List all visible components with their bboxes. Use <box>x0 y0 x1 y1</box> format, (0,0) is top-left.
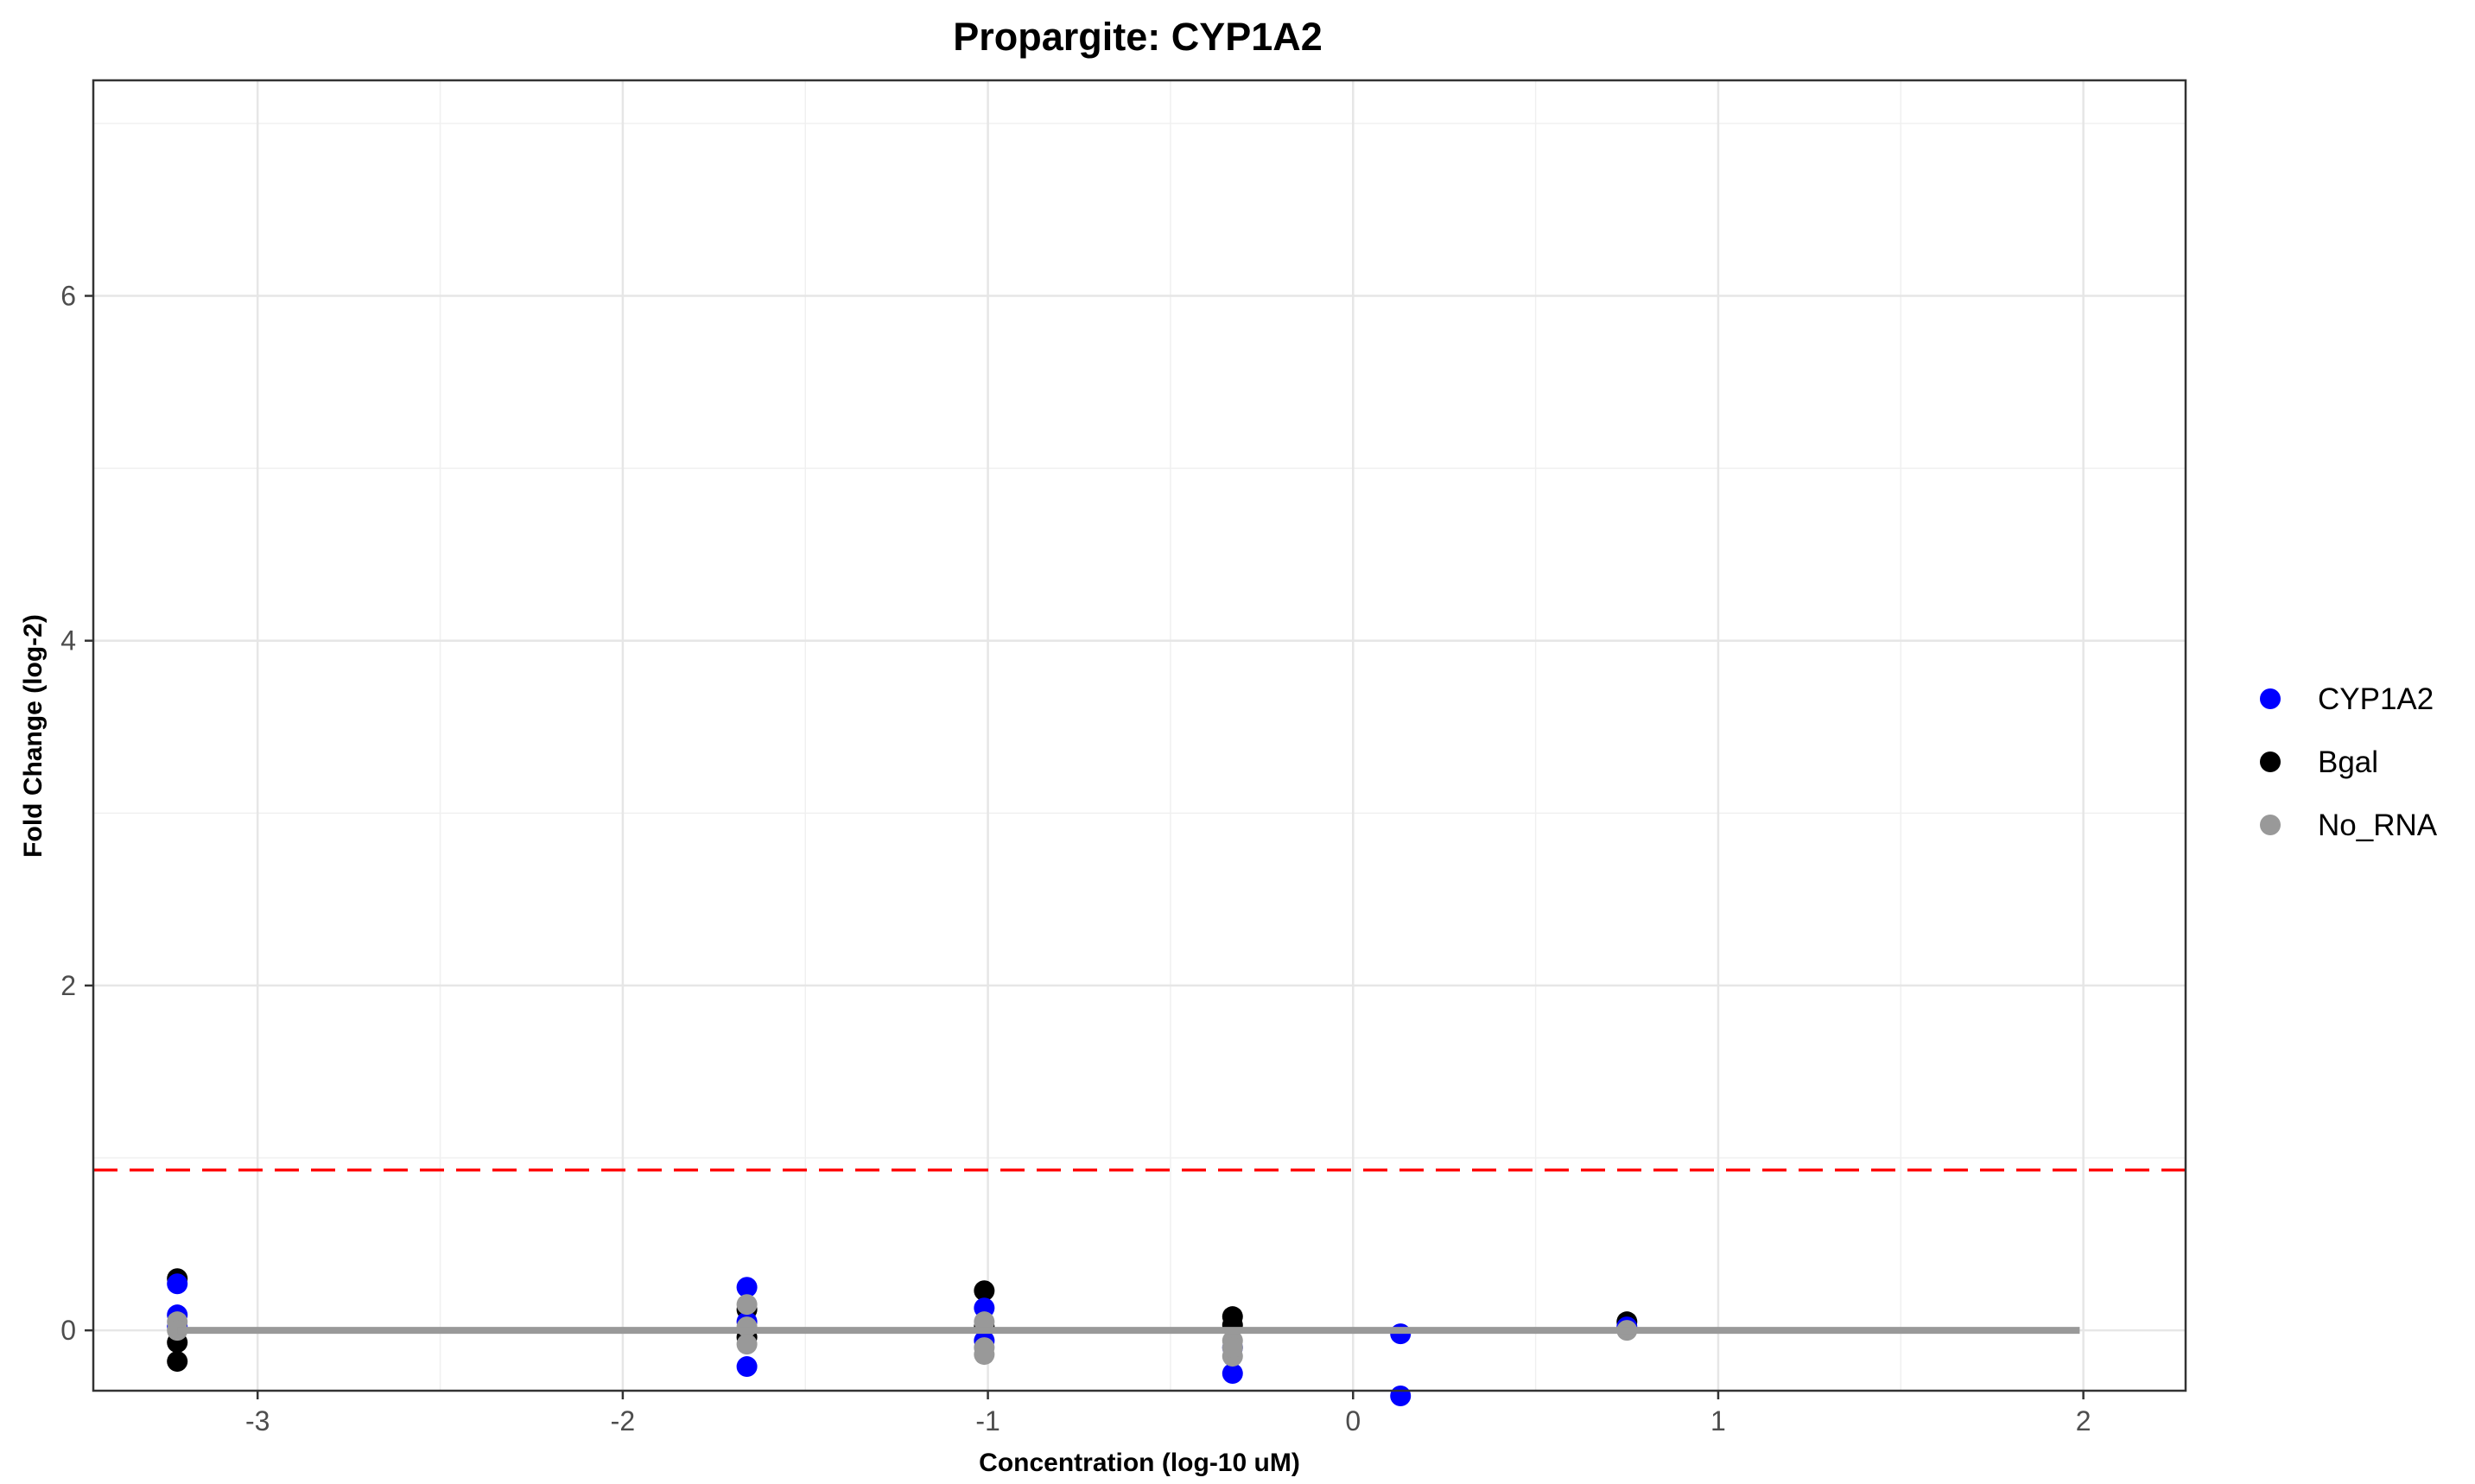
legend-key-no-rna <box>2260 815 2281 835</box>
x-tick-label: -3 <box>245 1405 270 1436</box>
data-point-no-rna <box>1222 1337 1243 1359</box>
y-tick-label: 4 <box>60 625 76 656</box>
data-point-no-rna <box>736 1294 758 1316</box>
x-axis-title: Concentration (log-10 uM) <box>979 1449 1300 1477</box>
legend-label-no-rna: No_RNA <box>2318 809 2438 842</box>
x-tick-label: -1 <box>975 1405 1000 1436</box>
chart-title: Propargite: CYP1A2 <box>953 15 1323 59</box>
x-tick-label: 1 <box>1710 1405 1726 1436</box>
data-point-cyp1a2 <box>167 1273 188 1295</box>
data-point-no-rna <box>736 1334 758 1355</box>
data-point-bgal <box>974 1280 995 1302</box>
x-tick-label: 2 <box>2076 1405 2091 1436</box>
legend-key-cyp1a2 <box>2260 688 2281 709</box>
legend-label-bgal: Bgal <box>2318 745 2378 779</box>
data-point-cyp1a2 <box>1222 1363 1243 1385</box>
data-point-bgal <box>167 1351 188 1373</box>
y-tick-label: 2 <box>60 970 76 1001</box>
x-axis: -3 -2 -1 0 1 2 <box>245 1391 2091 1436</box>
y-tick-label: 0 <box>60 1315 76 1346</box>
data-point-cyp1a2 <box>736 1277 758 1298</box>
plot-panel <box>92 79 2187 1406</box>
panel-background <box>93 80 2186 1391</box>
y-axis-title: Fold Change (log-2) <box>19 614 48 858</box>
x-tick-label: 0 <box>1345 1405 1361 1436</box>
legend-key-bgal <box>2260 752 2281 772</box>
data-point-cyp1a2 <box>736 1356 758 1378</box>
legend: CYP1A2 Bgal No_RNA <box>2260 682 2438 842</box>
y-tick-label: 6 <box>60 281 76 312</box>
legend-label-cyp1a2: CYP1A2 <box>2318 682 2434 716</box>
data-point-no-rna <box>974 1337 995 1359</box>
panel-border <box>92 79 2187 1392</box>
y-axis: 0 2 4 6 <box>60 281 93 1346</box>
x-tick-label: -2 <box>611 1405 635 1436</box>
data-point-cyp1a2 <box>1390 1385 1412 1406</box>
